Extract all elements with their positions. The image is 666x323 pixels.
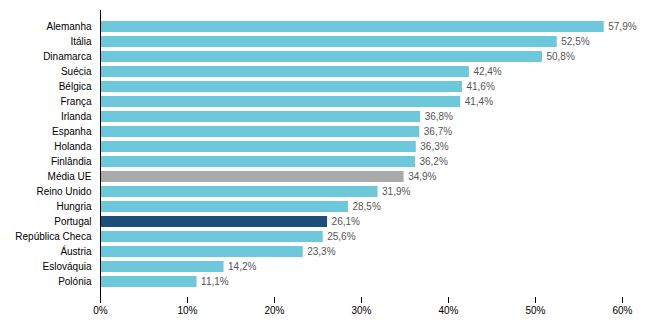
svg-text:25,6%: 25,6% (327, 231, 355, 242)
svg-text:Reino Unido: Reino Unido (36, 186, 91, 197)
svg-text:41,6%: 41,6% (466, 81, 494, 92)
svg-text:60%: 60% (612, 305, 632, 316)
svg-text:Eslováquia: Eslováquia (43, 261, 92, 272)
svg-text:34,9%: 34,9% (408, 171, 436, 182)
svg-text:Dinamarca: Dinamarca (43, 51, 92, 62)
svg-text:Suécia: Suécia (61, 66, 92, 77)
svg-text:11,1%: 11,1% (201, 276, 229, 287)
svg-text:52,5%: 52,5% (561, 36, 589, 47)
svg-text:Finlândia: Finlândia (51, 156, 92, 167)
svg-text:10%: 10% (177, 305, 197, 316)
svg-text:Holanda: Holanda (54, 141, 92, 152)
svg-text:Alemanha: Alemanha (46, 21, 91, 32)
svg-text:20%: 20% (264, 305, 284, 316)
svg-text:36,8%: 36,8% (425, 111, 453, 122)
svg-text:50%: 50% (525, 305, 545, 316)
svg-text:42,4%: 42,4% (473, 66, 501, 77)
svg-text:Irlanda: Irlanda (61, 111, 92, 122)
svg-text:Polónia: Polónia (58, 276, 92, 287)
svg-text:Bélgica: Bélgica (59, 81, 92, 92)
svg-text:0%: 0% (93, 305, 108, 316)
svg-text:30%: 30% (351, 305, 371, 316)
svg-text:Itália: Itália (70, 36, 92, 47)
svg-text:50,8%: 50,8% (546, 51, 574, 62)
svg-text:36,2%: 36,2% (419, 156, 447, 167)
svg-text:Portugal: Portugal (54, 216, 91, 227)
svg-text:57,9%: 57,9% (608, 21, 636, 32)
svg-text:36,7%: 36,7% (424, 126, 452, 137)
svg-text:França: França (60, 96, 92, 107)
svg-text:28,5%: 28,5% (352, 201, 380, 212)
svg-text:República Checa: República Checa (15, 231, 92, 242)
svg-text:Áustria: Áustria (60, 245, 92, 257)
svg-text:41,4%: 41,4% (465, 96, 493, 107)
svg-text:14,2%: 14,2% (228, 261, 256, 272)
svg-text:Espanha: Espanha (52, 126, 92, 137)
svg-text:40%: 40% (438, 305, 458, 316)
svg-text:23,3%: 23,3% (307, 246, 335, 257)
svg-text:31,9%: 31,9% (382, 186, 410, 197)
svg-text:Hungria: Hungria (56, 201, 91, 212)
svg-text:26,1%: 26,1% (332, 216, 360, 227)
svg-text:36,3%: 36,3% (420, 141, 448, 152)
svg-text:Média UE: Média UE (48, 171, 92, 182)
